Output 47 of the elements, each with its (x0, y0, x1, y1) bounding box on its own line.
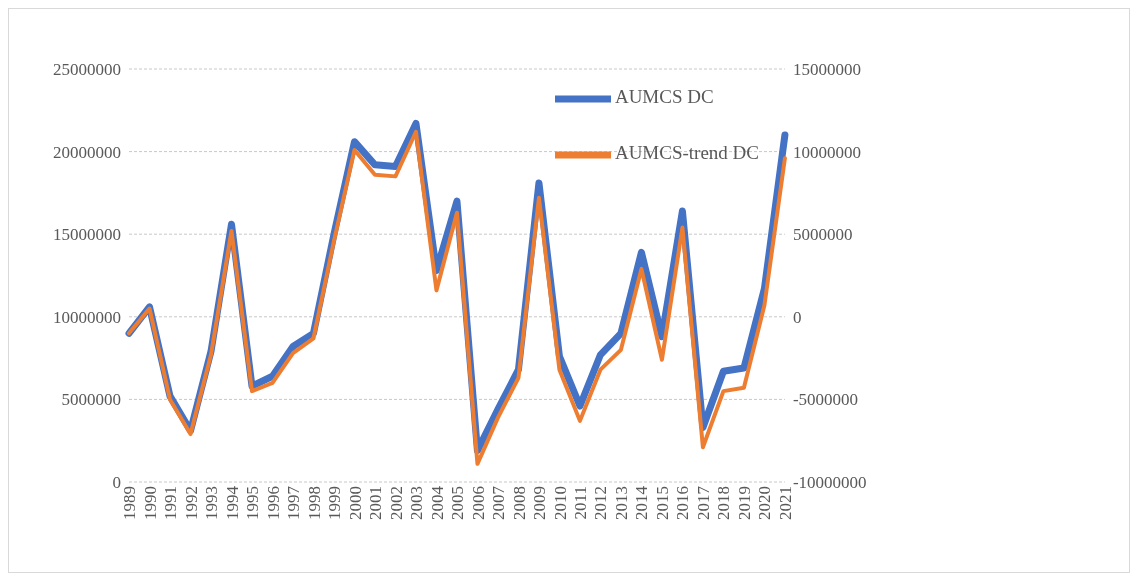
x-tick-label: 2018 (714, 486, 734, 520)
x-tick-label: 2004 (427, 485, 447, 520)
x-tick-label: 2012 (591, 486, 611, 520)
x-tick-label: 2003 (407, 486, 427, 520)
x-tick-label: 2013 (612, 486, 631, 520)
x-tick-label: 2016 (673, 486, 693, 520)
x-tick-label: 2019 (734, 486, 754, 520)
y2-tick-label: 10000000 (792, 142, 861, 162)
x-tick-label: 2000 (345, 486, 365, 520)
y-tick-label: 10000000 (53, 307, 121, 327)
x-tick-label: 2021 (775, 486, 795, 520)
x-tick-label: 1998 (304, 486, 324, 520)
legend-label: AUMCS-trend DC (614, 142, 759, 164)
x-tick-label: 2009 (530, 486, 550, 520)
x-tick-label: 2010 (550, 486, 570, 520)
x-tick-label: 1999 (325, 486, 345, 520)
legend-label: AUMCS DC (614, 86, 714, 108)
x-tick-label: 2005 (448, 486, 468, 520)
x-tick-label: 1990 (140, 486, 160, 520)
x-tick-label: 2001 (366, 486, 386, 520)
x-tick-label: 2017 (693, 485, 713, 520)
x-tick-label: 1997 (284, 485, 304, 520)
y-tick-label: 20000000 (53, 142, 121, 162)
y2-tick-label: 5000000 (792, 225, 853, 245)
x-tick-label: 2002 (386, 486, 406, 520)
x-tick-label: 2020 (755, 486, 775, 520)
y2-tick-label: -5000000 (792, 390, 859, 410)
y2-tick-label: -10000000 (792, 473, 867, 493)
x-tick-label: 2007 (489, 485, 509, 520)
x-tick-label: 2008 (509, 486, 529, 520)
x-tick-label: 1991 (161, 486, 181, 520)
y-tick-label: 5000000 (61, 390, 121, 410)
y-tick-label: 0 (112, 473, 121, 493)
x-tick-label: 1989 (120, 486, 140, 520)
x-tick-label: 1996 (263, 486, 283, 520)
x-tick-label: 1994 (222, 485, 242, 520)
y2-tick-label: 15000000 (792, 60, 861, 80)
x-tick-label: 1995 (243, 486, 263, 520)
y2-tick-label: 0 (792, 307, 802, 327)
x-tick-label: 1993 (202, 486, 222, 520)
x-tick-label: 2014 (632, 485, 652, 520)
y-tick-label: 25000000 (53, 60, 121, 80)
x-tick-label: 1992 (181, 486, 201, 520)
x-tick-label: 2015 (652, 486, 672, 520)
y-tick-label: 15000000 (53, 225, 121, 245)
x-tick-label: 2006 (468, 486, 488, 520)
x-tick-label: 2011 (571, 486, 591, 520)
